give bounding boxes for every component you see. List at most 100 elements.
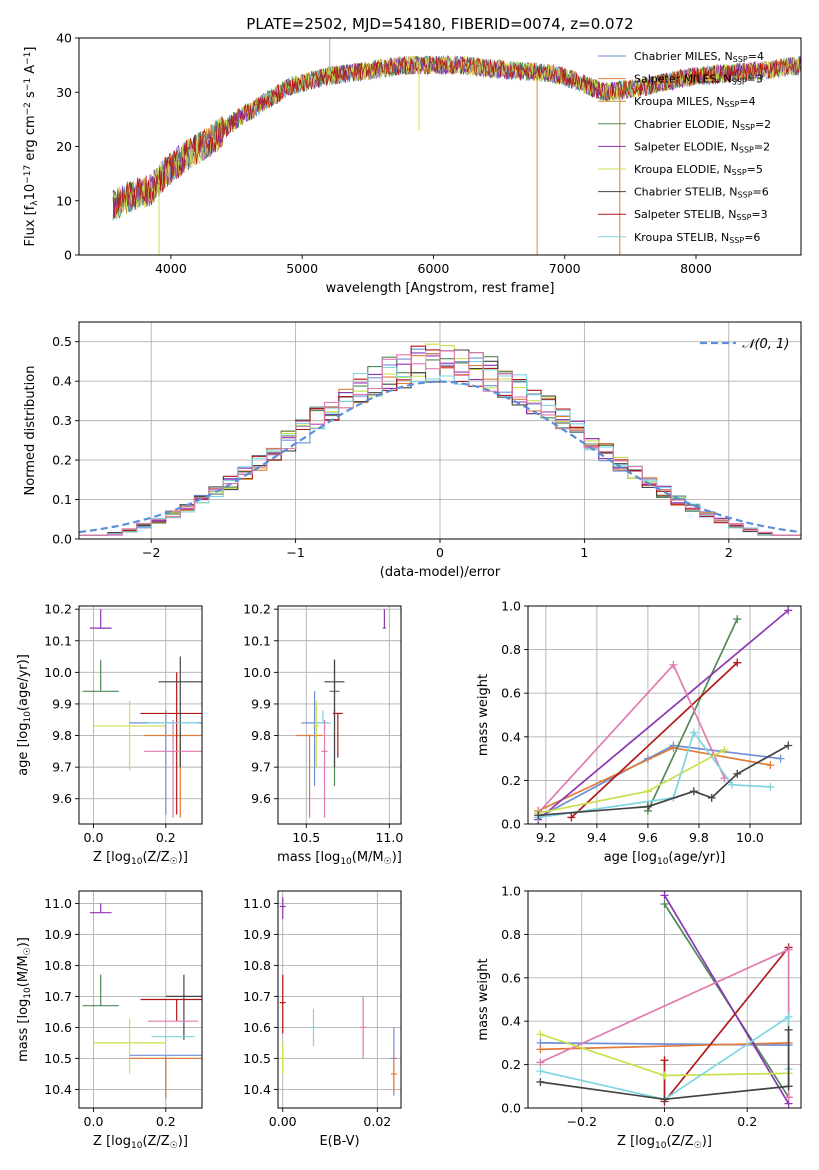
marker — [707, 793, 716, 802]
x-axis-label: (data-model)/error — [380, 565, 501, 580]
y-tick-label: 9.7 — [251, 760, 271, 775]
x-tick-label: 10.0 — [736, 830, 764, 845]
legend-label: Chabrier ELODIE, NSSP=2 — [634, 118, 771, 132]
marker — [660, 1056, 669, 1065]
x-tick-label: 0.2 — [156, 1114, 176, 1129]
marker — [784, 1093, 793, 1102]
y-tick-label: 0.2 — [501, 773, 521, 788]
x-axis-label: wavelength [Angstrom, rest frame] — [326, 281, 555, 296]
x-tick-label: 0 — [436, 545, 444, 560]
weight-series — [538, 744, 789, 817]
y-tick-label: 0.6 — [501, 686, 521, 701]
y-tick-label: 9.6 — [52, 791, 72, 806]
x-tick-label: 11.0 — [375, 830, 403, 845]
y-tick-label: 10.2 — [243, 602, 271, 617]
marker — [733, 769, 742, 778]
marker — [728, 780, 737, 789]
marker — [784, 1025, 793, 1034]
legend-label: Kroupa ELODIE, NSSP=5 — [634, 163, 763, 177]
axes-frame — [78, 605, 203, 825]
marker — [660, 1095, 669, 1104]
x-tick-label: 2 — [725, 545, 733, 560]
y-tick-label: 10.5 — [44, 1051, 72, 1066]
y-tick-label: 10.1 — [243, 633, 271, 648]
panel-age-weight: 9.2 9.4 9.6 9.8 10.0 0.0 0.2 0.4 0.6 0.8 1.0 age [l… — [476, 599, 802, 867]
marker — [534, 811, 543, 820]
weight-series — [540, 1029, 790, 1101]
x-axis-label: Z [log10(Z/Z☉)] — [93, 850, 188, 867]
panel-residuals: −2 −1 0 1 2 0.0 0.1 0.2 0.3 0.4 0.5 (data-model)/er… — [23, 321, 802, 580]
figure-title: PLATE=2502, MJD=54180, FIBERID=0074, z=0… — [246, 15, 633, 33]
y-axis-label: age [log10(age/yr)] — [16, 654, 33, 776]
x-axis-label: Z [log10(Z/Z☉)] — [617, 1134, 712, 1151]
y-tick-label: 9.9 — [52, 696, 72, 711]
spectrum-series — [112, 54, 801, 219]
panel-z-mass: 0.0 0.2 10.4 10.5 10.6 10.7 10.8 10.9 11.0 Z [log… — [16, 890, 203, 1151]
y-tick-label: 0.2 — [52, 453, 72, 468]
x-tick-label: 9.6 — [638, 830, 658, 845]
y-tick-label: 10.2 — [44, 602, 72, 617]
legend-label: Salpeter MILES, NSSP=3 — [634, 73, 763, 87]
marker — [643, 802, 652, 811]
y-tick-label: 1.0 — [501, 884, 521, 899]
y-tick-label: 0 — [64, 248, 72, 263]
axes-frame — [277, 890, 402, 1109]
y-tick-label: 0.2 — [501, 1057, 521, 1072]
marker — [660, 1071, 669, 1080]
marker — [784, 945, 793, 954]
panel-mass-age: 10.5 11.0 9.6 9.7 9.8 9.9 10.0 10.1 10.2 mass [lo… — [243, 602, 403, 867]
legend-label: Kroupa MILES, NSSP=4 — [634, 95, 756, 109]
y-tick-label: 11.0 — [243, 896, 271, 911]
x-tick-label: 1 — [580, 545, 588, 560]
y-tick-label: 10.6 — [243, 1020, 271, 1035]
x-tick-label: −2 — [142, 545, 160, 560]
axes-frame — [78, 890, 203, 1109]
y-tick-label: 9.7 — [52, 760, 72, 775]
marker — [669, 660, 678, 669]
marker — [784, 1012, 793, 1021]
axes-frame — [78, 37, 802, 256]
weight-series — [647, 618, 738, 812]
x-tick-label: 0.2 — [737, 1114, 757, 1129]
x-axis-label: Z [log10(Z/Z☉)] — [93, 1134, 188, 1151]
x-axis-label: age [log10(age/yr)] — [604, 850, 726, 867]
x-tick-label: 0.00 — [269, 1114, 297, 1129]
marker — [689, 728, 698, 737]
legend: Chabrier MILES, NSSP=4 Salpeter MILES, NS… — [598, 50, 771, 245]
y-tick-label: 11.0 — [44, 896, 72, 911]
y-tick-label: 0.8 — [501, 642, 521, 657]
y-tick-label: 0.4 — [52, 374, 72, 389]
weight-series — [663, 894, 790, 1105]
y-tick-label: 40 — [56, 31, 72, 46]
y-tick-label: 0.0 — [52, 532, 72, 547]
panel-z-weight: −0.2 0.0 0.2 0.0 0.2 0.4 0.6 0.8 1.0 Z [log10(Z/Z… — [476, 884, 802, 1151]
x-tick-label: 10.5 — [292, 830, 320, 845]
y-tick-label: 20 — [56, 139, 72, 154]
y-tick-label: 0.4 — [501, 729, 521, 744]
y-tick-label: 10.8 — [243, 958, 271, 973]
x-tick-label: 9.2 — [536, 830, 556, 845]
y-axis-label: Normed distribution — [23, 366, 38, 496]
marker — [733, 615, 742, 624]
x-tick-label: −0.2 — [567, 1114, 597, 1129]
panel-ebv-mass: 0.00 0.02 10.4 10.5 10.6 10.7 10.8 10.9 11.0 E(B-… — [243, 890, 402, 1149]
marker — [784, 1082, 793, 1091]
axes-frame — [277, 605, 402, 825]
y-tick-label: 10.6 — [44, 1020, 72, 1035]
y-tick-label: 10.5 — [243, 1051, 271, 1066]
y-axis-label: mass weight — [476, 958, 491, 1040]
axes-frame — [527, 605, 802, 825]
weight-series — [537, 744, 781, 819]
y-tick-label: 0.3 — [52, 413, 72, 428]
marker — [660, 891, 669, 900]
y-tick-label: 10.7 — [44, 989, 72, 1004]
marker — [567, 813, 576, 822]
x-tick-label: 4000 — [155, 261, 187, 276]
x-tick-label: 7000 — [549, 261, 581, 276]
x-axis-label: mass [log10(M/M☉)] — [277, 850, 402, 867]
legend-label: Chabrier MILES, NSSP=4 — [634, 50, 764, 64]
panel-spectrum: 4000 5000 6000 7000 8000 0 10 20 30 40 wavelength … — [23, 31, 802, 296]
marker — [784, 606, 793, 615]
axes-frame — [527, 890, 802, 1109]
